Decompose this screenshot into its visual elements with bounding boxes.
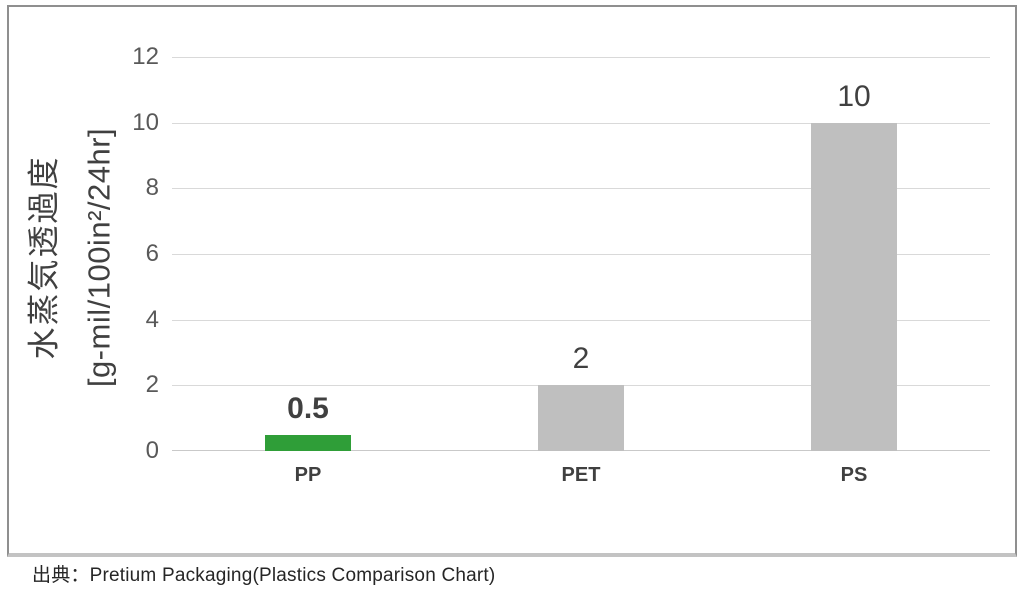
gridline-12 xyxy=(172,57,990,58)
y-tick-4: 4 xyxy=(145,306,159,333)
bar-group-pp: 0.5 PP xyxy=(265,57,351,486)
gridline-10 xyxy=(172,122,990,124)
bar-value-pet: 2 xyxy=(572,342,590,376)
chart-frame: 水蒸気透過度 [g-mil/100in²/24hr] 12 10 8 6 4 2… xyxy=(7,5,1017,557)
gridline-6 xyxy=(172,254,990,255)
y-tick-10: 10 xyxy=(132,109,159,136)
bar-group-pet: 2 PET xyxy=(538,57,624,486)
y-tick-6: 6 xyxy=(145,240,159,267)
bar-pet xyxy=(538,385,624,451)
category-label-pet: PET xyxy=(561,464,601,486)
y-tick-12: 12 xyxy=(132,43,159,70)
bar-group-ps: 10 PS xyxy=(811,57,897,486)
bar-value-ps: 10 xyxy=(837,79,871,113)
bar-pp xyxy=(265,434,351,451)
y-tick-2: 2 xyxy=(145,371,159,398)
category-label-ps: PS xyxy=(840,464,868,486)
y-tick-0: 0 xyxy=(145,437,159,464)
source-note: 出典：Pretium Packaging(Plastics Comparison… xyxy=(32,565,496,586)
y-tick-8: 8 xyxy=(145,174,159,201)
gridline-4 xyxy=(172,319,990,321)
bar-ps xyxy=(811,122,897,451)
category-label-pp: PP xyxy=(294,464,322,486)
gridline-8 xyxy=(172,188,990,190)
bar-value-pp: 0.5 xyxy=(287,391,329,425)
plot-area: 0.5 PP 2 PET 10 PS xyxy=(172,57,990,486)
y-axis-title-text: 水蒸気透過度 xyxy=(25,155,62,360)
